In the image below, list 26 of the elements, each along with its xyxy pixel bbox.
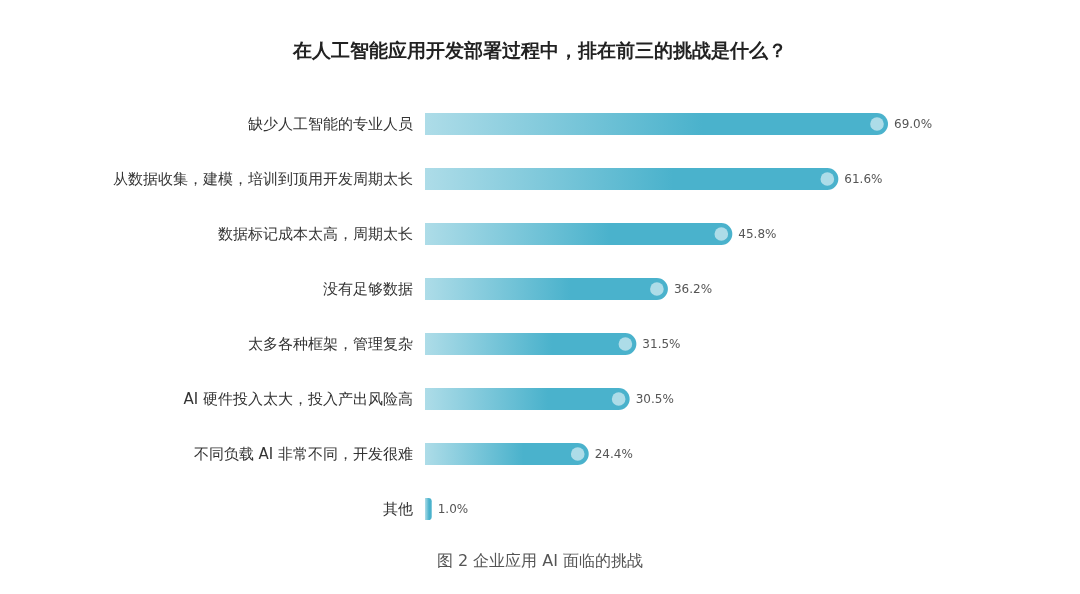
bar	[425, 498, 432, 520]
y-tick-label: 其他	[383, 499, 413, 518]
bar	[425, 443, 589, 465]
chart-title: 在人工智能应用开发部署过程中，排在前三的挑战是什么？	[291, 38, 788, 63]
bar	[425, 223, 733, 245]
y-tick-label: 数据标记成本太高，周期太长	[218, 224, 413, 243]
data-label: 30.5%	[635, 392, 674, 407]
caption: 图 2 企业应用 AI 面临的挑战	[435, 551, 645, 572]
bar	[425, 113, 888, 135]
data-label: 1.0%	[437, 502, 469, 517]
bar	[425, 168, 839, 190]
bar	[425, 388, 630, 410]
y-tick-label: 从数据收集，建模，培训到顶用开发周期太长	[113, 169, 413, 188]
y-tick-label: 太多各种框架，管理复杂	[248, 334, 413, 353]
data-label: 24.4%	[594, 447, 633, 462]
y-tick-label: 没有足够数据	[323, 279, 413, 298]
bar	[425, 278, 668, 300]
y-tick-label: 不同负载 AI 非常不同，开发很难	[193, 444, 413, 463]
y-tick-label: AI 硬件投入太大，投入产出风险高	[183, 389, 413, 408]
data-label: 69.0%	[894, 117, 933, 132]
data-label: 45.8%	[738, 227, 777, 242]
data-label: 36.2%	[673, 282, 713, 297]
bar	[425, 333, 637, 355]
data-label: 31.5%	[642, 337, 681, 352]
y-tick-label: 缺少人工智能的专业人员	[248, 114, 413, 133]
data-label: 61.6%	[844, 172, 883, 187]
